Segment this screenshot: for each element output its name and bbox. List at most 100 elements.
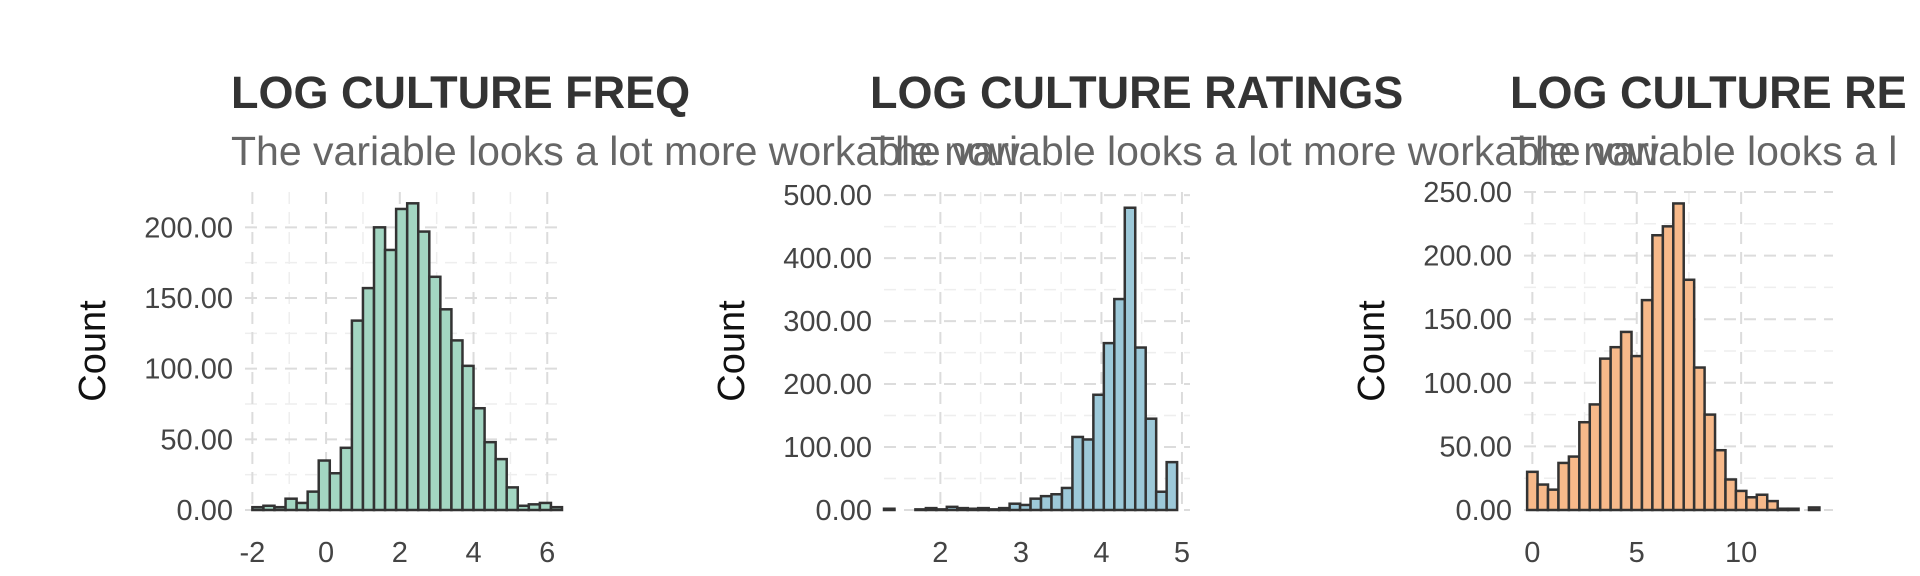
histogram-bar <box>428 275 442 512</box>
x-tick-label: 5 <box>1629 537 1645 569</box>
histogram-bar <box>1703 413 1717 512</box>
y-tick-label: 200.00 <box>1423 241 1512 273</box>
y-tick-label: 0.00 <box>816 495 872 527</box>
chart-subtitle: The variable looks a lot more workable n… <box>231 128 1020 174</box>
histogram-bar <box>1092 393 1106 512</box>
chart-panel-3: 0.00 50.00 100.00 150.00 200.00 250.00 0 5 10 Cou… <box>1351 67 1907 569</box>
y-axis-label: Count <box>72 300 114 402</box>
histogram-bar <box>1692 366 1706 512</box>
histogram-bar <box>1661 225 1675 512</box>
x-tick-label: 0 <box>1524 537 1540 569</box>
histogram-bar <box>1640 298 1654 512</box>
histogram-bar <box>997 506 1011 512</box>
histogram-bar <box>1567 455 1581 512</box>
chart-title: LOG CULTURE RE <box>1510 67 1907 118</box>
histogram-bar <box>251 505 265 512</box>
histogram-bar <box>1557 461 1571 512</box>
histogram-bar <box>549 505 564 512</box>
histogram-bar <box>273 505 287 512</box>
histogram-bar <box>284 497 298 512</box>
y-tick-label: 100.00 <box>1423 368 1512 400</box>
x-tick-label: 0 <box>318 537 334 569</box>
chart-title: LOG CULTURE RATINGS <box>870 67 1403 118</box>
histogram-bar <box>1630 354 1644 512</box>
histogram-bar <box>1018 503 1032 512</box>
histogram-bar <box>1672 202 1685 512</box>
histogram-bar <box>1776 507 1790 512</box>
y-tick-label: 100.00 <box>783 432 872 464</box>
histogram-bar <box>494 457 508 512</box>
x-tick-label: -2 <box>239 537 265 569</box>
histogram-bar <box>405 202 420 512</box>
histogram-bar <box>1588 403 1602 512</box>
histogram-bar <box>1755 493 1769 512</box>
x-tick-label: 2 <box>932 537 948 569</box>
histogram-bar <box>945 505 959 512</box>
histogram-bar <box>383 248 398 512</box>
histogram-bar <box>1734 489 1748 512</box>
x-tick-label: 3 <box>1013 537 1029 569</box>
histogram-bar <box>350 319 365 512</box>
histogram-bar <box>1619 330 1633 512</box>
x-tick-label: 2 <box>392 537 408 569</box>
histogram-bar <box>394 207 409 512</box>
histogram-bar <box>505 486 520 512</box>
histogram-bar <box>1039 494 1053 512</box>
y-tick-label: 0.00 <box>177 495 233 527</box>
histogram-bar <box>1525 470 1539 512</box>
histogram-bar <box>1765 499 1779 512</box>
chart-subtitle: The variable looks a lot more workable n… <box>870 128 1659 174</box>
histogram-bar <box>262 504 276 512</box>
histogram-bar <box>1536 483 1550 512</box>
histogram-bar <box>317 459 332 512</box>
histogram-bar <box>976 506 990 512</box>
histogram-bar <box>1724 478 1738 512</box>
y-tick-label: 150.00 <box>1423 304 1512 336</box>
histogram-bar <box>935 508 949 512</box>
histogram-bar <box>538 501 553 512</box>
histogram-bar <box>416 230 431 512</box>
histogram-bar <box>1682 278 1696 512</box>
x-tick-label: 4 <box>1093 537 1109 569</box>
chart-title: LOG CULTURE FREQ <box>231 67 690 118</box>
y-tick-label: 500.00 <box>783 180 872 212</box>
histogram-bar <box>472 406 486 512</box>
histogram-bar <box>987 508 1001 512</box>
y-tick-label: 100.00 <box>144 354 233 386</box>
histogram-bar <box>966 507 980 512</box>
histogram-bar <box>361 286 376 512</box>
x-tick-label: 6 <box>539 537 555 569</box>
histogram-bar <box>1165 460 1179 512</box>
histogram-bar <box>372 226 387 512</box>
histogram-bar <box>516 504 531 512</box>
histogram-bar <box>1050 493 1064 512</box>
y-tick-label: 150.00 <box>144 283 233 315</box>
histogram-bar <box>439 308 453 512</box>
histogram-bar <box>1071 435 1085 512</box>
chart-panel-1: 0.00 50.00 100.00 150.00 200.00 -2 0 2 4 6 Count LO… <box>72 67 1020 569</box>
histogram-bar <box>339 446 354 512</box>
histogram-bar <box>1578 420 1592 512</box>
y-tick-label: 400.00 <box>783 243 872 275</box>
histogram-bar <box>1546 488 1560 512</box>
y-axis-label: Count <box>711 300 753 402</box>
histogram-bar <box>1713 448 1727 512</box>
histogram-bar <box>328 472 343 512</box>
histogram-bar <box>461 364 475 512</box>
histogram-bar <box>1102 341 1116 512</box>
chart-subtitle: The variable looks a l <box>1510 128 1897 174</box>
y-tick-label: 250.00 <box>1423 177 1512 209</box>
histogram-bar <box>914 508 928 512</box>
y-tick-label: 200.00 <box>783 369 872 401</box>
y-tick-label: 300.00 <box>783 306 872 338</box>
x-tick-label: 10 <box>1725 537 1757 569</box>
histogram-bar <box>924 506 938 512</box>
histogram-bar <box>1123 206 1137 512</box>
histogram-bar <box>1113 297 1127 512</box>
histogram-bar <box>1598 357 1612 512</box>
histogram-bar <box>1154 490 1168 512</box>
histogram-bar <box>1745 496 1759 512</box>
histogram-bar <box>1133 346 1147 512</box>
histogram-bar <box>1609 345 1623 512</box>
